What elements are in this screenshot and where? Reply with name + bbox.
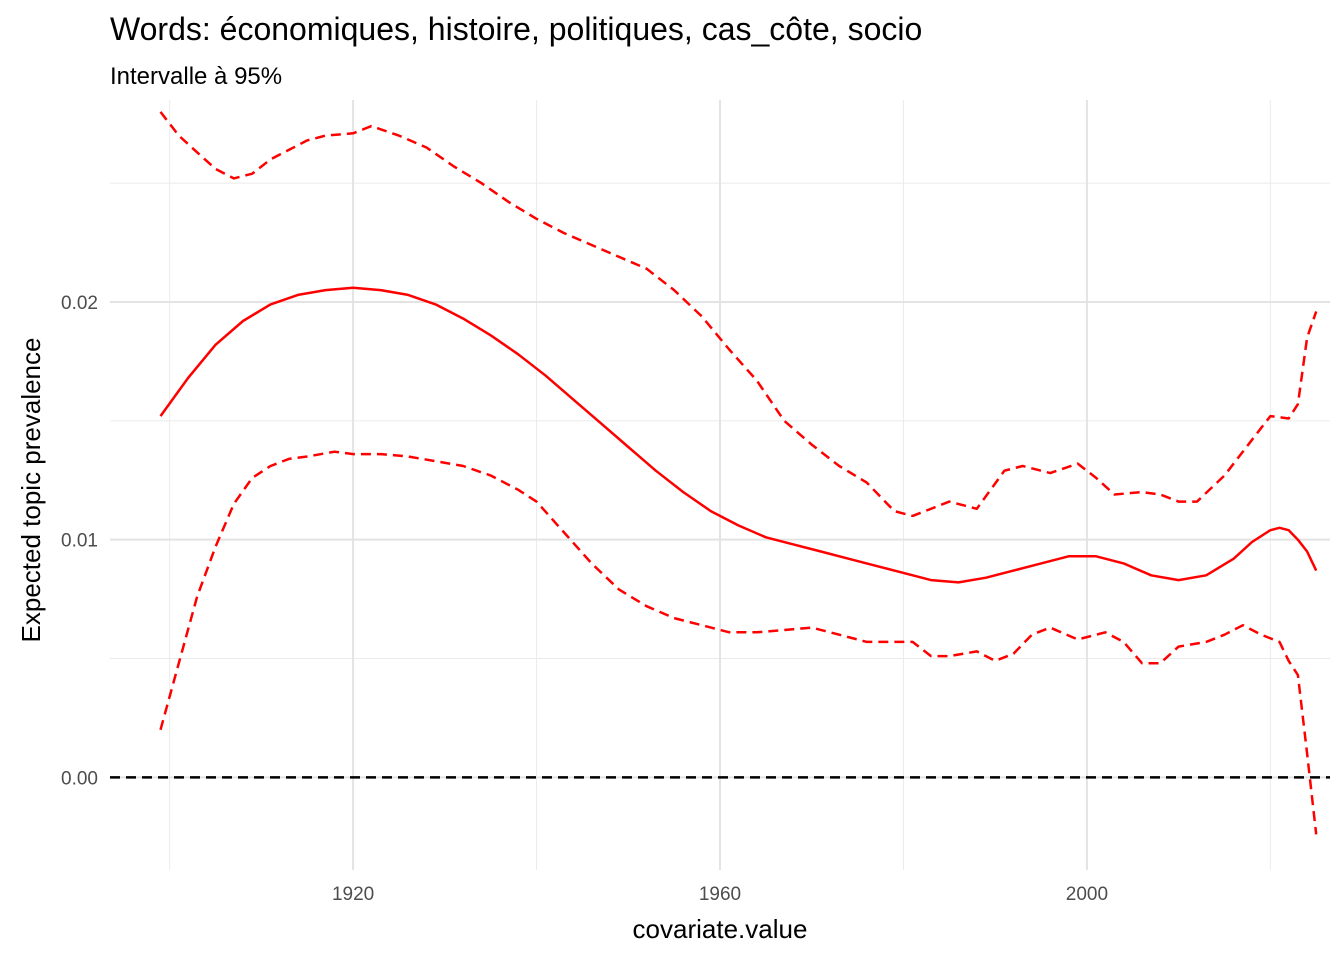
gridlines xyxy=(110,100,1330,870)
y-tick-label: 0.02 xyxy=(61,293,98,314)
lower-ci-line xyxy=(159,450,1318,835)
x-axis-title: covariate.value xyxy=(633,914,808,944)
x-tick-label: 2000 xyxy=(1066,884,1108,905)
x-tick-label: 1920 xyxy=(332,884,374,905)
estimate-line xyxy=(159,286,1318,584)
y-axis-title: Expected topic prevalence xyxy=(16,338,46,643)
y-tick-label: 0.00 xyxy=(61,768,98,789)
upper-ci-line xyxy=(159,111,1318,518)
y-axis-ticks: 0.00 0.01 0.02 xyxy=(61,293,98,789)
x-axis-ticks: 1920 1960 2000 xyxy=(332,884,1108,905)
x-tick-label: 1960 xyxy=(699,884,741,905)
chart-title: Words: économiques, histoire, politiques… xyxy=(110,11,922,47)
chart-subtitle: Intervalle à 95% xyxy=(110,63,282,90)
y-tick-label: 0.01 xyxy=(61,531,98,552)
series-lines xyxy=(159,111,1318,835)
